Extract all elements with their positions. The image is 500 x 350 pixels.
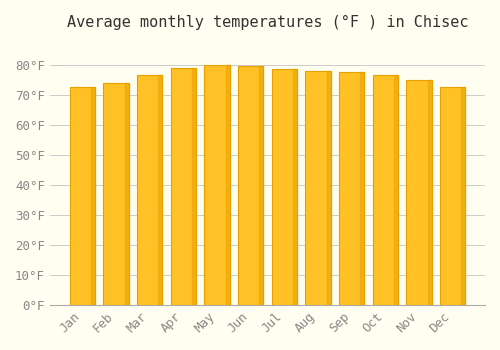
Title: Average monthly temperatures (°F ) in Chisec: Average monthly temperatures (°F ) in Ch… bbox=[66, 15, 468, 30]
Bar bbox=[70, 88, 95, 305]
Bar bbox=[462, 88, 465, 305]
Bar bbox=[204, 65, 230, 305]
Bar bbox=[440, 88, 465, 305]
Bar bbox=[238, 66, 263, 305]
Bar bbox=[260, 66, 263, 305]
Bar bbox=[372, 75, 398, 305]
Bar bbox=[360, 72, 364, 305]
Bar bbox=[394, 75, 398, 305]
Bar bbox=[137, 75, 162, 305]
Bar bbox=[170, 68, 196, 305]
Bar bbox=[158, 75, 162, 305]
Bar bbox=[192, 68, 196, 305]
Bar bbox=[272, 69, 297, 305]
Bar bbox=[104, 83, 128, 305]
Bar bbox=[406, 80, 432, 305]
Bar bbox=[125, 83, 128, 305]
Bar bbox=[339, 72, 364, 305]
Bar bbox=[91, 88, 95, 305]
Bar bbox=[226, 65, 230, 305]
Bar bbox=[327, 71, 330, 305]
Bar bbox=[428, 80, 432, 305]
Bar bbox=[293, 69, 297, 305]
Bar bbox=[306, 71, 330, 305]
